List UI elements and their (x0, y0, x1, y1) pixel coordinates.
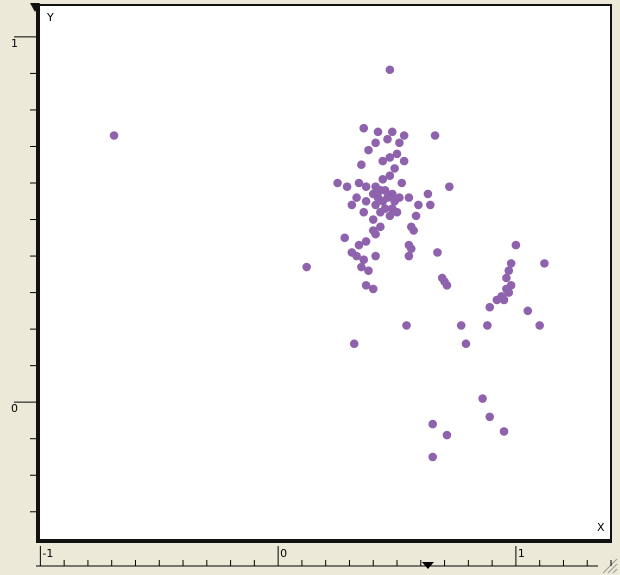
data-point (404, 251, 414, 261)
data-point (506, 280, 516, 290)
data-point (392, 207, 402, 217)
y-tick-label: 1 (11, 37, 18, 50)
plot-area[interactable] (38, 4, 612, 541)
data-point (502, 273, 511, 283)
data-point (371, 200, 380, 210)
data-point (395, 193, 404, 202)
data-point (499, 427, 509, 436)
data-point (461, 339, 471, 349)
data-point (428, 419, 437, 429)
data-point (409, 226, 418, 235)
y-ruler[interactable] (0, 0, 38, 545)
data-point (540, 259, 549, 268)
data-point (378, 175, 388, 184)
data-point (109, 131, 119, 140)
data-point (535, 321, 544, 330)
data-point (387, 127, 397, 137)
data-point (354, 240, 364, 250)
data-point (359, 123, 369, 133)
x-ruler[interactable] (0, 541, 620, 575)
data-point (378, 196, 388, 206)
data-point (499, 295, 509, 305)
data-point (361, 182, 371, 191)
y-axis-label: Y (46, 11, 54, 24)
data-point (342, 182, 352, 191)
data-point (402, 321, 411, 330)
data-point (426, 200, 435, 210)
data-point (392, 149, 402, 159)
data-point (504, 266, 514, 275)
data-point (371, 229, 380, 239)
y-tick-label: 0 (11, 402, 18, 415)
axis-ticks: -1 0 1 1 0 (11, 36, 612, 567)
data-point (433, 248, 442, 257)
data-point (385, 65, 395, 75)
data-point (368, 284, 378, 294)
x-tick-label: -1 (42, 547, 53, 560)
data-point (404, 193, 414, 202)
data-point (383, 134, 392, 144)
data-point (442, 280, 452, 290)
data-point (485, 412, 495, 422)
data-point (368, 215, 378, 224)
data-point (361, 280, 371, 290)
data-point (390, 164, 399, 173)
data-point (485, 302, 495, 312)
data-point (399, 131, 409, 140)
data-point (423, 189, 433, 199)
data-point (385, 153, 395, 162)
data-point (357, 262, 366, 272)
data-point (385, 211, 395, 221)
data-point (414, 200, 423, 210)
data-point (352, 193, 361, 202)
data-point (376, 207, 385, 217)
data-point (395, 138, 404, 148)
data-point (380, 186, 390, 195)
corner-arrow-icon (30, 3, 40, 12)
data-point (364, 266, 373, 275)
data-point (504, 288, 514, 297)
data-point (364, 145, 373, 155)
data-point (456, 321, 466, 330)
data-point (506, 259, 516, 268)
data-point (428, 452, 437, 462)
data-point (442, 430, 452, 440)
data-point (445, 182, 454, 191)
data-point (333, 178, 342, 188)
data-point (354, 178, 364, 188)
data-point (340, 233, 350, 243)
data-point (478, 394, 487, 403)
data-point (430, 131, 440, 140)
data-point (378, 156, 388, 166)
data-point (302, 262, 311, 272)
data-point (357, 160, 366, 170)
data-point (373, 127, 383, 137)
x-tick-label: 0 (280, 547, 287, 560)
data-point (347, 200, 357, 210)
data-point (361, 237, 371, 246)
data-point (349, 339, 359, 349)
data-points (109, 65, 549, 462)
x-axis-label: X (597, 521, 605, 534)
data-point (359, 255, 369, 265)
resize-grip-icon[interactable] (602, 558, 618, 574)
data-point (376, 222, 385, 232)
data-point (397, 178, 407, 188)
data-point (483, 321, 492, 330)
data-point (371, 251, 380, 261)
data-point (399, 156, 409, 166)
x-tick-label: 1 (518, 547, 525, 560)
data-point (371, 138, 380, 148)
data-point (511, 240, 521, 250)
data-point (352, 251, 361, 261)
data-point (361, 196, 371, 206)
data-point (523, 306, 533, 316)
data-point (404, 240, 414, 250)
data-point (385, 171, 395, 180)
data-point (411, 211, 421, 221)
ruler-position-marker-icon[interactable] (421, 562, 434, 569)
data-point (359, 207, 369, 217)
